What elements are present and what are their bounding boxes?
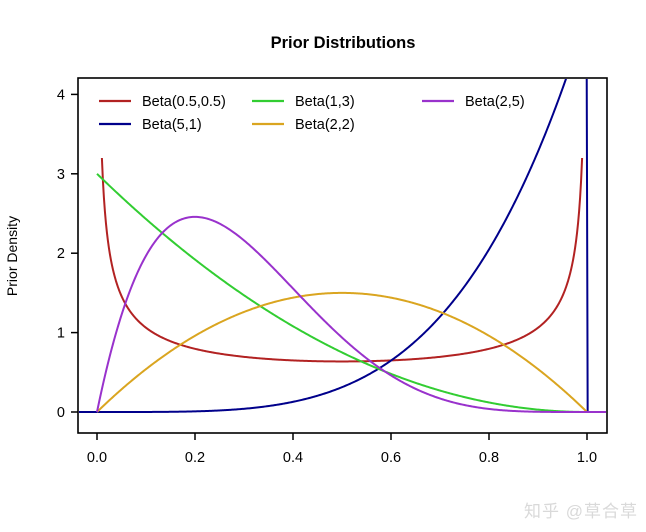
curve-beta-1-3- <box>96 173 606 413</box>
legend-label: Beta(1,3) <box>295 94 355 110</box>
chart-title: Prior Distributions <box>271 34 416 52</box>
legend: Beta(0.5,0.5) Beta(5,1) Beta(1,3) Beta(2,2)… <box>99 94 525 133</box>
x-tick-label: 0.8 <box>479 450 499 466</box>
density-curves <box>79 79 606 413</box>
legend-label: Beta(5,1) <box>142 117 202 133</box>
y-tick-label: 2 <box>57 246 65 262</box>
x-tick-label: 0.4 <box>283 450 303 466</box>
curve-beta-2-5- <box>96 215 606 413</box>
curve-beta-2-2- <box>96 291 606 413</box>
legend-label: Beta(0.5,0.5) <box>142 94 226 110</box>
curve-beta-0-5-0-5- <box>100 157 584 363</box>
y-tick-label: 4 <box>57 87 65 103</box>
x-tick-label: 0.6 <box>381 450 401 466</box>
axes: 0.0 0.2 0.4 0.6 0.8 1.0 0 1 2 3 4 <box>57 87 597 466</box>
x-tick-label: 0.0 <box>87 450 107 466</box>
curve-beta-5-1- <box>79 79 606 413</box>
plot-box <box>77 77 608 434</box>
x-tick-label: 0.2 <box>185 450 205 466</box>
watermark-text: 知乎 @草合草 <box>524 502 638 521</box>
legend-label: Beta(2,2) <box>295 117 355 133</box>
y-axis-label: Prior Density <box>4 216 20 296</box>
legend-label: Beta(2,5) <box>465 94 525 110</box>
y-tick-label: 0 <box>57 405 65 421</box>
y-tick-label: 3 <box>57 167 65 183</box>
y-tick-label: 1 <box>57 326 65 342</box>
x-tick-label: 1.0 <box>577 450 597 466</box>
